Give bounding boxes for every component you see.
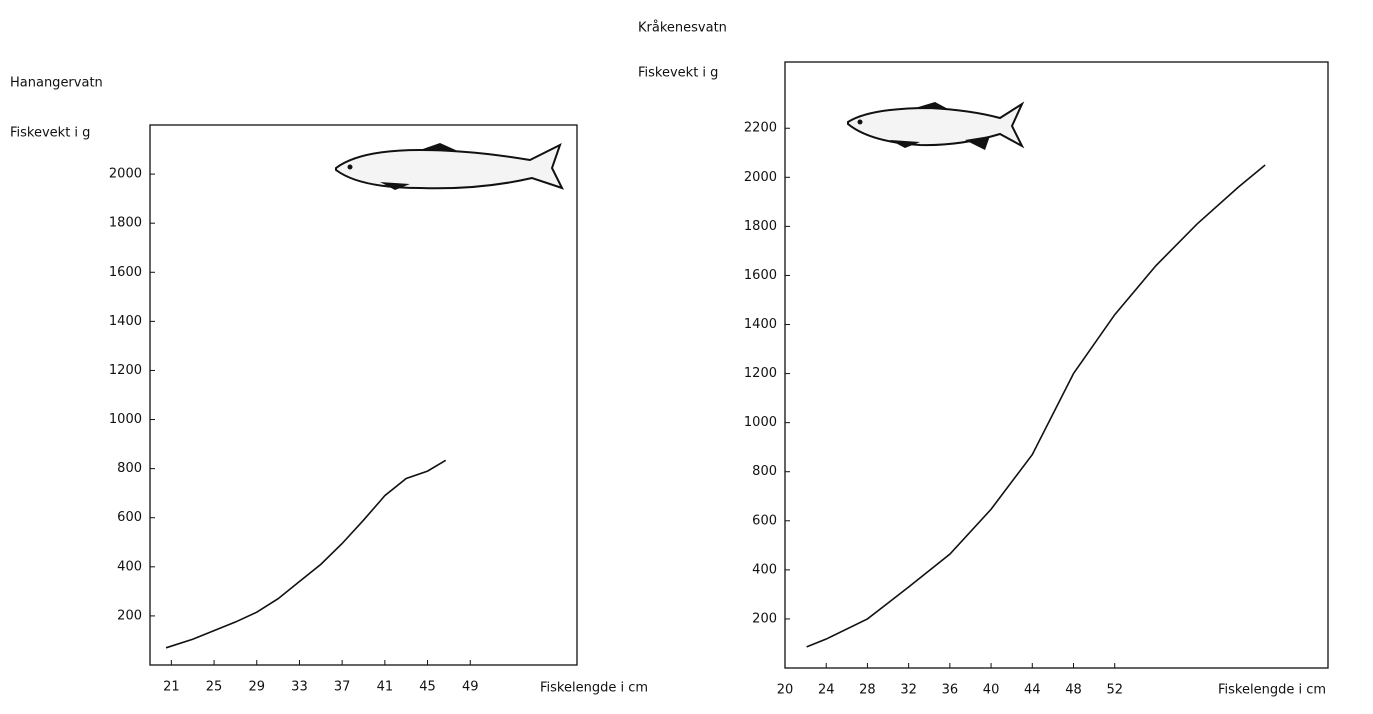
- x-tick-label: 49: [462, 680, 479, 695]
- y-tick-label: 1600: [744, 268, 777, 283]
- x-tick-label: 32: [900, 683, 917, 698]
- y-tick-label: 600: [117, 510, 142, 525]
- x-tick-label: 36: [942, 683, 959, 698]
- y-tick-label: 1000: [109, 412, 142, 427]
- x-tick-label: 41: [377, 680, 394, 695]
- y-tick-label: 800: [752, 464, 777, 479]
- y-tick-label: 2000: [744, 170, 777, 185]
- x-tick-label: 44: [1024, 683, 1041, 698]
- y-tick-label: 1800: [109, 216, 142, 231]
- y-tick-label: 200: [752, 611, 777, 626]
- chart-title: Kråkenesvatn: [638, 21, 727, 36]
- fish-right: [847, 101, 1025, 150]
- y-tick-label: 2200: [744, 121, 777, 136]
- x-tick-label: 33: [291, 680, 308, 695]
- y-tick-label: 1200: [109, 363, 142, 378]
- y-tick-label: 1400: [744, 317, 777, 332]
- chart-title: Hanangervatn: [10, 76, 103, 91]
- y-tick-label: 1800: [744, 219, 777, 234]
- x-tick-label: 28: [859, 683, 876, 698]
- y-tick-label: 400: [752, 562, 777, 577]
- x-tick-label: 45: [419, 680, 436, 695]
- x-axis-label: Fiskelengde i cm: [1218, 683, 1326, 698]
- x-tick-label: 20: [777, 683, 794, 698]
- x-axis-label: Fiskelengde i cm: [540, 681, 648, 696]
- x-tick-label: 40: [983, 683, 1000, 698]
- plot-frame: [784, 61, 1329, 669]
- x-tick-label: 37: [334, 680, 351, 695]
- y-tick-label: 1600: [109, 265, 142, 280]
- y-tick-label: 400: [117, 559, 142, 574]
- series-line: [165, 459, 447, 649]
- x-tick-label: 48: [1065, 683, 1082, 698]
- fish-left: [335, 143, 564, 190]
- y-tick-label: 200: [117, 608, 142, 623]
- series-line: [806, 164, 1266, 648]
- x-tick-label: 24: [818, 683, 835, 698]
- y-tick-label: 600: [752, 513, 777, 528]
- plot-frame: [149, 124, 578, 666]
- x-tick-label: 52: [1106, 683, 1123, 698]
- y-tick-label: 1200: [744, 366, 777, 381]
- y-tick-label: 1400: [109, 314, 142, 329]
- x-tick-label: 25: [206, 680, 223, 695]
- y-tick-label: 1000: [744, 415, 777, 430]
- y-tick-label: 800: [117, 461, 142, 476]
- y-axis-label: Fiskevekt i g: [10, 126, 90, 141]
- y-tick-label: 2000: [109, 167, 142, 182]
- x-tick-label: 21: [163, 680, 180, 695]
- x-tick-label: 29: [248, 680, 265, 695]
- y-axis-label: Fiskevekt i g: [638, 66, 718, 81]
